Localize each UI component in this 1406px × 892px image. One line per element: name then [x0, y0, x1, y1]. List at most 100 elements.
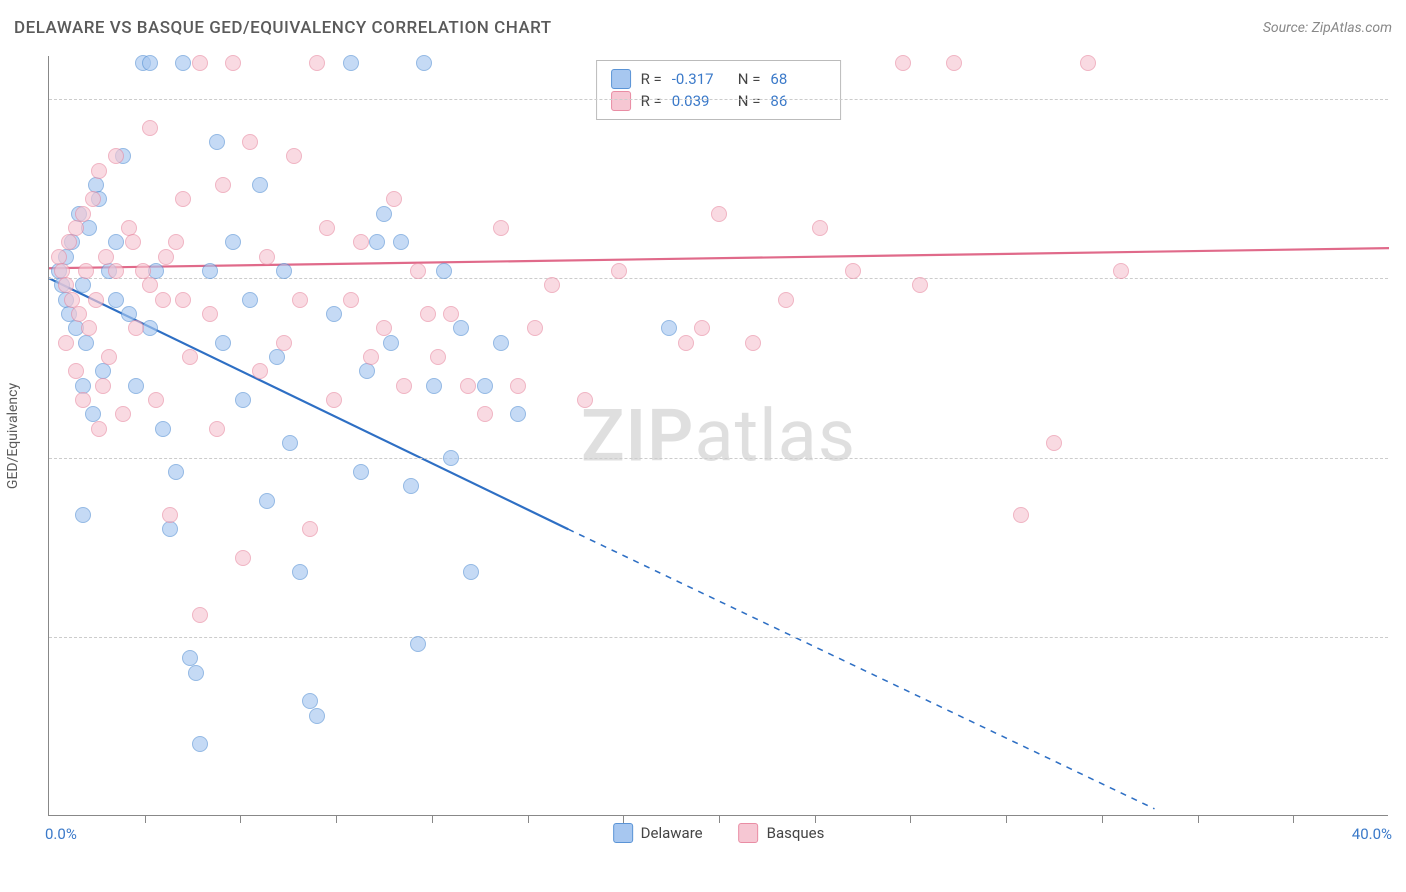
x-tick — [815, 815, 816, 823]
data-point — [527, 320, 543, 336]
data-point — [276, 335, 292, 351]
data-point — [912, 277, 928, 293]
data-point — [85, 191, 101, 207]
data-point — [678, 335, 694, 351]
chart-title: DELAWARE VS BASQUE GED/EQUIVALENCY CORRE… — [14, 18, 552, 38]
x-tick — [145, 815, 146, 823]
data-point — [142, 277, 158, 293]
data-point — [188, 665, 204, 681]
data-point — [209, 134, 225, 150]
trend-line — [49, 248, 1389, 268]
y-tick-label: 62.5% — [1398, 628, 1406, 646]
data-point — [235, 392, 251, 408]
data-point — [158, 249, 174, 265]
legend-row-delaware: R = -0.317 N = 68 — [611, 69, 827, 89]
data-point — [403, 478, 419, 494]
data-point — [68, 363, 84, 379]
swatch-icon — [739, 823, 759, 843]
data-point — [75, 277, 91, 293]
data-point — [225, 234, 241, 250]
data-point — [292, 564, 308, 580]
data-point — [353, 234, 369, 250]
data-point — [276, 263, 292, 279]
data-point — [611, 263, 627, 279]
x-tick — [336, 815, 337, 823]
data-point — [202, 263, 218, 279]
data-point — [343, 292, 359, 308]
data-point — [1013, 507, 1029, 523]
chart-plot-area: ZIPatlas GED/Equivalency R = -0.317 N = … — [48, 56, 1388, 816]
data-point — [155, 421, 171, 437]
data-point — [694, 320, 710, 336]
data-point — [410, 636, 426, 652]
data-point — [108, 148, 124, 164]
data-point — [108, 292, 124, 308]
data-point — [61, 234, 77, 250]
x-tick — [1102, 815, 1103, 823]
data-point — [148, 392, 164, 408]
data-point — [182, 349, 198, 365]
data-point — [75, 507, 91, 523]
data-point — [396, 378, 412, 394]
data-point — [369, 234, 385, 250]
x-tick — [910, 815, 911, 823]
swatch-icon — [613, 823, 633, 843]
data-point — [175, 292, 191, 308]
swatch-icon — [611, 69, 631, 89]
data-point — [209, 421, 225, 437]
data-point — [436, 263, 452, 279]
correlation-legend: R = -0.317 N = 68 R = 0.039 N = 86 — [596, 60, 842, 120]
data-point — [101, 349, 117, 365]
data-point — [162, 507, 178, 523]
data-point — [376, 206, 392, 222]
data-point — [286, 148, 302, 164]
data-point — [845, 263, 861, 279]
data-point — [460, 378, 476, 394]
data-point — [128, 378, 144, 394]
x-tick — [432, 815, 433, 823]
data-point — [142, 55, 158, 71]
data-point — [125, 234, 141, 250]
data-point — [426, 378, 442, 394]
data-point — [168, 234, 184, 250]
data-point — [108, 263, 124, 279]
legend-row-basques: R = 0.039 N = 86 — [611, 91, 827, 111]
data-point — [121, 220, 137, 236]
data-point — [252, 177, 268, 193]
data-point — [142, 120, 158, 136]
data-point — [235, 550, 251, 566]
gridline-horizontal — [49, 637, 1388, 638]
y-tick-label: 75.0% — [1398, 449, 1406, 467]
x-tick — [623, 815, 624, 823]
data-point — [192, 736, 208, 752]
data-point — [168, 464, 184, 480]
data-point — [54, 263, 70, 279]
x-tick — [1198, 815, 1199, 823]
data-point — [75, 392, 91, 408]
data-point — [477, 378, 493, 394]
x-tick — [1293, 815, 1294, 823]
data-point — [88, 292, 104, 308]
x-tick — [240, 815, 241, 823]
data-point — [192, 55, 208, 71]
data-point — [282, 435, 298, 451]
legend-item-basques: Basques — [739, 823, 825, 843]
data-point — [309, 55, 325, 71]
x-tick — [1006, 815, 1007, 823]
data-point — [225, 55, 241, 71]
trend-line-extrapolated — [568, 529, 1154, 809]
data-point — [443, 306, 459, 322]
data-point — [383, 335, 399, 351]
data-point — [493, 335, 509, 351]
x-axis-min-label: 0.0% — [45, 825, 77, 843]
data-point — [430, 349, 446, 365]
data-point — [78, 263, 94, 279]
data-point — [416, 55, 432, 71]
data-point — [895, 55, 911, 71]
header: DELAWARE VS BASQUE GED/EQUIVALENCY CORRE… — [14, 18, 1392, 38]
data-point — [778, 292, 794, 308]
data-point — [326, 392, 342, 408]
data-point — [128, 320, 144, 336]
swatch-icon — [611, 91, 631, 111]
y-axis-label: GED/Equivalency — [5, 382, 21, 488]
